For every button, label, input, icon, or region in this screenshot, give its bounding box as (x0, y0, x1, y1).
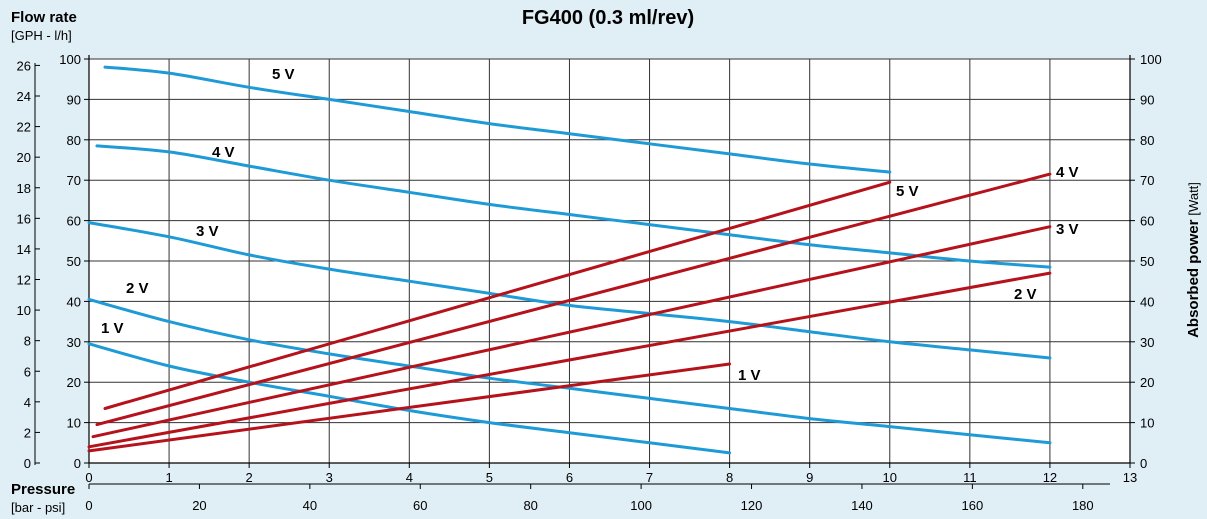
psi-tick-label: 180 (1072, 498, 1094, 513)
flow-curve-5v (103, 65, 892, 174)
lh-tick-label: 70 (67, 173, 81, 188)
gph-tick-label: 10 (17, 303, 31, 318)
bar-tick-label: 10 (883, 470, 897, 485)
axes (34, 55, 1135, 489)
watt-tick-label: 70 (1140, 173, 1154, 188)
psi-tick-label: 160 (962, 498, 984, 513)
gph-tick-label: 24 (17, 89, 31, 104)
watt-tick-label: 20 (1140, 375, 1154, 390)
power-label-1v: 1 V (738, 367, 761, 384)
lh-tick-label: 60 (67, 214, 81, 229)
psi-tick-label: 40 (303, 498, 317, 513)
bar-tick-label: 5 (486, 470, 493, 485)
gph-tick-label: 18 (17, 181, 31, 196)
gph-tick-label: 16 (17, 211, 31, 226)
bar-tick-label: 4 (406, 470, 413, 485)
power-curve-5v (103, 180, 892, 410)
flow-label-5v: 5 V (272, 66, 295, 83)
power-curves (87, 172, 1052, 453)
flow-curve-1v (87, 342, 732, 455)
gph-tick-label: 2 (24, 425, 31, 440)
gph-tick-label: 12 (17, 273, 31, 288)
gph-tick-label: 8 (24, 334, 31, 349)
watt-tick-label: 50 (1140, 254, 1154, 269)
flow-label-4v: 4 V (212, 144, 235, 161)
power-curve-2v (87, 271, 1052, 449)
gph-tick-label: 6 (24, 364, 31, 379)
watt-tick-label: 40 (1140, 294, 1154, 309)
bar-tick-label: 0 (85, 470, 92, 485)
watt-tick-label: 90 (1140, 92, 1154, 107)
lh-tick-label: 90 (67, 92, 81, 107)
gph-tick-label: 26 (17, 58, 31, 73)
bar-tick-label: 9 (806, 470, 813, 485)
power-curve-4v (95, 172, 1052, 427)
flow-curve-4v (95, 144, 1052, 269)
lh-tick-label: 80 (67, 133, 81, 148)
gph-tick-label: 4 (24, 395, 31, 410)
psi-tick-label: 80 (523, 498, 537, 513)
power-label-5v: 5 V (896, 183, 919, 200)
psi-tick-label: 0 (85, 498, 92, 513)
y-axis-title: Flow rate (11, 9, 77, 26)
psi-tick-label: 140 (851, 498, 873, 513)
lh-tick-label: 20 (67, 375, 81, 390)
bar-tick-label: 11 (963, 470, 977, 485)
gph-tick-label: 20 (17, 150, 31, 165)
power-curve-1v (87, 362, 732, 453)
curve-labels: 5 V 4 V 3 V 2 V 1 V 5 V 4 V 3 V 2 V 1 V (101, 66, 1079, 384)
lh-tick-label: 50 (67, 254, 81, 269)
lh-tick-label: 10 (67, 416, 81, 431)
x-axis-subtitle: [bar - psi] (11, 500, 65, 515)
watt-tick-label: 0 (1140, 456, 1147, 471)
gph-tick-label: 14 (17, 242, 31, 257)
lh-tick-label: 40 (67, 294, 81, 309)
power-curve-3v (91, 225, 1052, 439)
bar-tick-label: 12 (1043, 470, 1057, 485)
watt-tick-label: 100 (1140, 52, 1162, 67)
psi-tick-label: 60 (413, 498, 427, 513)
gph-tick-label: 22 (17, 120, 31, 135)
tick-labels: 0102030405060708090100024681012141618202… (17, 52, 1162, 513)
watt-tick-label: 80 (1140, 133, 1154, 148)
watt-tick-label: 30 (1140, 335, 1154, 350)
power-label-4v: 4 V (1056, 164, 1079, 181)
bar-tick-label: 1 (165, 470, 172, 485)
lh-tick-label: 0 (74, 456, 81, 471)
watt-tick-label: 10 (1140, 416, 1154, 431)
lh-tick-label: 100 (59, 52, 81, 67)
watt-tick-label: 60 (1140, 214, 1154, 229)
psi-tick-label: 20 (192, 498, 206, 513)
x-axis-title: Pressure (11, 481, 75, 498)
psi-tick-label: 120 (741, 498, 763, 513)
right-axis-title: Absorbed power [Watt] (1185, 182, 1202, 338)
y-axis-subtitle: [GPH - l/h] (11, 28, 72, 43)
bar-tick-label: 2 (246, 470, 253, 485)
chart-title: FG400 (0.3 ml/rev) (522, 7, 694, 29)
bar-tick-label: 13 (1123, 470, 1137, 485)
right-axis-title-main: Absorbed power (1185, 219, 1202, 338)
bar-tick-label: 8 (726, 470, 733, 485)
lh-tick-label: 30 (67, 335, 81, 350)
bar-tick-label: 6 (566, 470, 573, 485)
gph-tick-label: 0 (24, 456, 31, 471)
psi-tick-label: 100 (630, 498, 652, 513)
flow-label-2v: 2 V (126, 280, 149, 297)
bar-tick-label: 3 (326, 470, 333, 485)
flow-curves (87, 65, 1052, 455)
flow-label-3v: 3 V (196, 223, 219, 240)
bar-tick-label: 7 (646, 470, 653, 485)
power-label-2v: 2 V (1014, 286, 1037, 303)
power-label-3v: 3 V (1056, 221, 1079, 238)
flow-label-1v: 1 V (101, 320, 124, 337)
right-axis-unit: [Watt] (1186, 182, 1201, 215)
